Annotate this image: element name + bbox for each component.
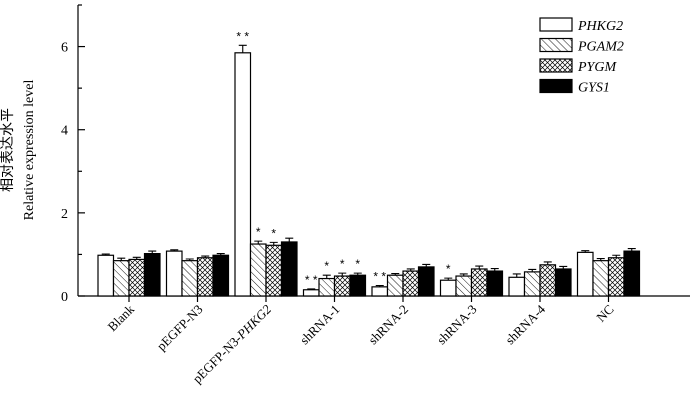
error-bar <box>627 248 636 252</box>
significance-marker: * * <box>305 273 318 287</box>
legend-swatch-gys1 <box>539 78 573 94</box>
bar-gys1-3 <box>349 274 367 297</box>
error-bar <box>612 254 621 258</box>
bar-pygm-7 <box>607 257 625 297</box>
error-bar <box>338 272 347 277</box>
significance-marker: * <box>340 257 345 271</box>
y-axis-label: Relative expression level <box>22 80 37 221</box>
bar-pygm-1 <box>196 257 214 297</box>
y-tick-label: 2 <box>61 207 68 222</box>
error-bar <box>596 258 605 261</box>
legend-swatch-pygm <box>539 58 573 73</box>
legend-label-phkg2: PHKG2 <box>577 19 623 34</box>
bar-pgam2-6 <box>523 271 541 297</box>
bar-phkg2-6 <box>508 276 526 297</box>
error-bar <box>543 261 552 265</box>
bar-gys1-7 <box>623 250 641 297</box>
bar-pgam2-0 <box>112 260 130 297</box>
bar-pgam2-1 <box>181 260 199 297</box>
x-tick-label: shRNA-4 <box>502 301 548 347</box>
error-bar <box>490 268 499 272</box>
error-bar <box>422 263 431 267</box>
error-bar <box>285 237 294 242</box>
bar-gys1-0 <box>143 252 161 297</box>
significance-marker: * * <box>236 29 249 43</box>
y-tick-label: 6 <box>61 41 68 56</box>
bar-gys1-2 <box>280 241 298 297</box>
error-bar <box>148 250 157 254</box>
error-bar <box>459 273 468 277</box>
error-bar <box>117 257 126 261</box>
bar-pgam2-3 <box>318 277 336 297</box>
error-bar <box>254 240 263 245</box>
error-bar <box>216 253 225 256</box>
y-tick-label: 0 <box>61 290 68 305</box>
error-bar <box>444 277 453 281</box>
error-bar <box>101 253 110 256</box>
legend-swatch-pgam2 <box>539 37 573 53</box>
significance-marker: * <box>256 225 261 239</box>
bar-pgam2-5 <box>455 275 473 297</box>
x-tick-label: shRNA-2 <box>365 302 411 348</box>
bar-pgam2-2 <box>249 243 267 297</box>
y-axis-label-cn: 相对表达水平 <box>0 108 16 192</box>
error-bar <box>528 268 537 272</box>
significance-marker: * <box>446 262 451 276</box>
error-bar <box>353 272 362 276</box>
significance-marker: * <box>355 257 360 271</box>
error-bar <box>170 249 179 252</box>
bar-phkg2-2 <box>234 52 252 297</box>
error-bar <box>406 268 415 272</box>
bar-phkg2-0 <box>97 254 115 297</box>
error-bar <box>581 250 590 253</box>
bar-pygm-0 <box>128 258 146 297</box>
bar-pygm-4 <box>402 270 420 297</box>
legend-swatch-phkg2 <box>539 17 573 32</box>
error-bar <box>307 288 316 290</box>
error-bar <box>322 274 331 279</box>
bar-phkg2-4 <box>371 286 389 297</box>
legend: PHKG2 PGAM2 PYGM GYS1 <box>539 17 624 96</box>
significance-marker: * <box>271 226 276 240</box>
bar-gys1-5 <box>486 270 504 297</box>
bar-gys1-1 <box>212 254 230 297</box>
bar-pygm-3 <box>333 275 351 297</box>
y-tick-label: 4 <box>61 124 68 139</box>
x-tick-label: Blank <box>105 301 138 334</box>
x-tick-label: pEGFP-N3 <box>154 302 206 354</box>
error-bar <box>132 256 141 260</box>
bar-gys1-4 <box>417 266 435 297</box>
bar-pgam2-4 <box>386 274 404 297</box>
legend-label-gys1: GYS1 <box>578 81 610 96</box>
bar-phkg2-1 <box>165 250 183 297</box>
significance-marker: * * <box>373 270 386 284</box>
error-bar <box>269 241 278 246</box>
error-bar <box>185 258 194 261</box>
bar-pygm-5 <box>470 268 488 297</box>
error-bar <box>512 273 521 278</box>
error-bar <box>475 265 484 269</box>
error-bar <box>238 44 247 53</box>
error-bar <box>559 265 568 269</box>
x-tick-label: NC <box>593 302 616 325</box>
bar-pgam2-7 <box>592 260 610 297</box>
bar-pygm-2 <box>265 244 283 297</box>
error-bar <box>391 273 400 276</box>
bar-phkg2-3 <box>302 289 320 297</box>
bar-pygm-6 <box>539 264 557 297</box>
x-tick-label: shRNA-3 <box>434 302 480 348</box>
bar-gys1-6 <box>554 268 572 297</box>
legend-label-pygm: PYGM <box>577 60 617 75</box>
bar-phkg2-7 <box>576 251 594 297</box>
x-tick-label: shRNA-1 <box>297 302 343 348</box>
legend-label-pgam2: PGAM2 <box>577 40 624 55</box>
error-bar <box>375 285 384 287</box>
bar-phkg2-5 <box>439 279 457 297</box>
error-bar <box>201 255 210 258</box>
significance-marker: * <box>324 259 329 273</box>
